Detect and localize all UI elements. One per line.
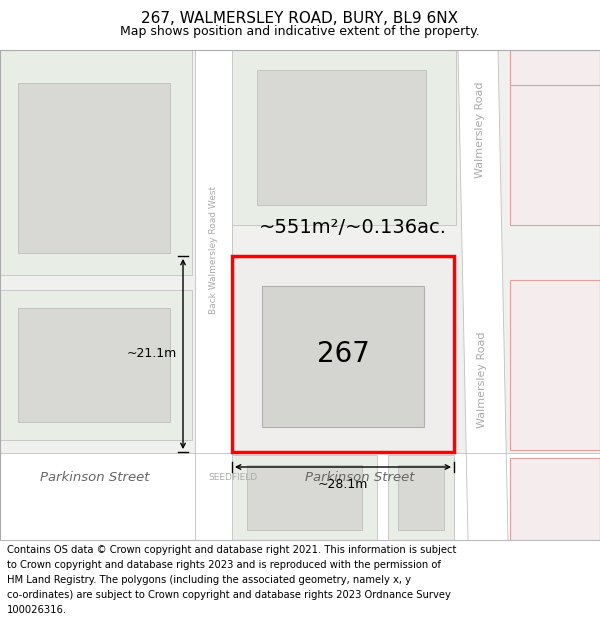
Bar [510, 280, 600, 450]
Bar [0, 290, 192, 440]
Bar [0, 453, 600, 540]
Text: Contains OS data © Crown copyright and database right 2021. This information is : Contains OS data © Crown copyright and d… [7, 545, 457, 555]
Polygon shape [458, 50, 508, 540]
Bar [510, 50, 600, 225]
Text: 100026316.: 100026316. [7, 604, 67, 614]
Text: ~21.1m: ~21.1m [127, 348, 177, 361]
Bar [262, 286, 424, 427]
Text: SEEDFIELD: SEEDFIELD [208, 474, 257, 482]
Bar [247, 465, 362, 530]
Text: Walmersley Road: Walmersley Road [477, 332, 487, 428]
Bar [510, 50, 600, 85]
Bar [388, 455, 454, 540]
Bar [510, 458, 600, 540]
Bar [232, 455, 377, 540]
Bar [195, 50, 232, 540]
Text: ~28.1m: ~28.1m [318, 478, 368, 491]
Text: Map shows position and indicative extent of the property.: Map shows position and indicative extent… [120, 24, 480, 38]
Bar [398, 465, 444, 530]
Bar [257, 70, 426, 205]
Bar [18, 308, 170, 422]
Text: ~551m²/~0.136ac.: ~551m²/~0.136ac. [259, 219, 447, 238]
Text: 267, WALMERSLEY ROAD, BURY, BL9 6NX: 267, WALMERSLEY ROAD, BURY, BL9 6NX [142, 11, 458, 26]
Text: to Crown copyright and database rights 2023 and is reproduced with the permissio: to Crown copyright and database rights 2… [7, 560, 441, 570]
Bar [0, 50, 192, 275]
Text: Back Walmersley Road West: Back Walmersley Road West [209, 186, 218, 314]
Text: co-ordinates) are subject to Crown copyright and database rights 2023 Ordnance S: co-ordinates) are subject to Crown copyr… [7, 590, 451, 600]
Text: Parkinson Street: Parkinson Street [305, 471, 415, 484]
Text: HM Land Registry. The polygons (including the associated geometry, namely x, y: HM Land Registry. The polygons (includin… [7, 575, 411, 585]
Text: 267: 267 [317, 340, 370, 368]
Text: Parkinson Street: Parkinson Street [40, 471, 150, 484]
Bar [232, 50, 456, 225]
Text: Walmersley Road: Walmersley Road [475, 82, 485, 178]
Bar [232, 256, 454, 452]
Bar [18, 83, 170, 253]
